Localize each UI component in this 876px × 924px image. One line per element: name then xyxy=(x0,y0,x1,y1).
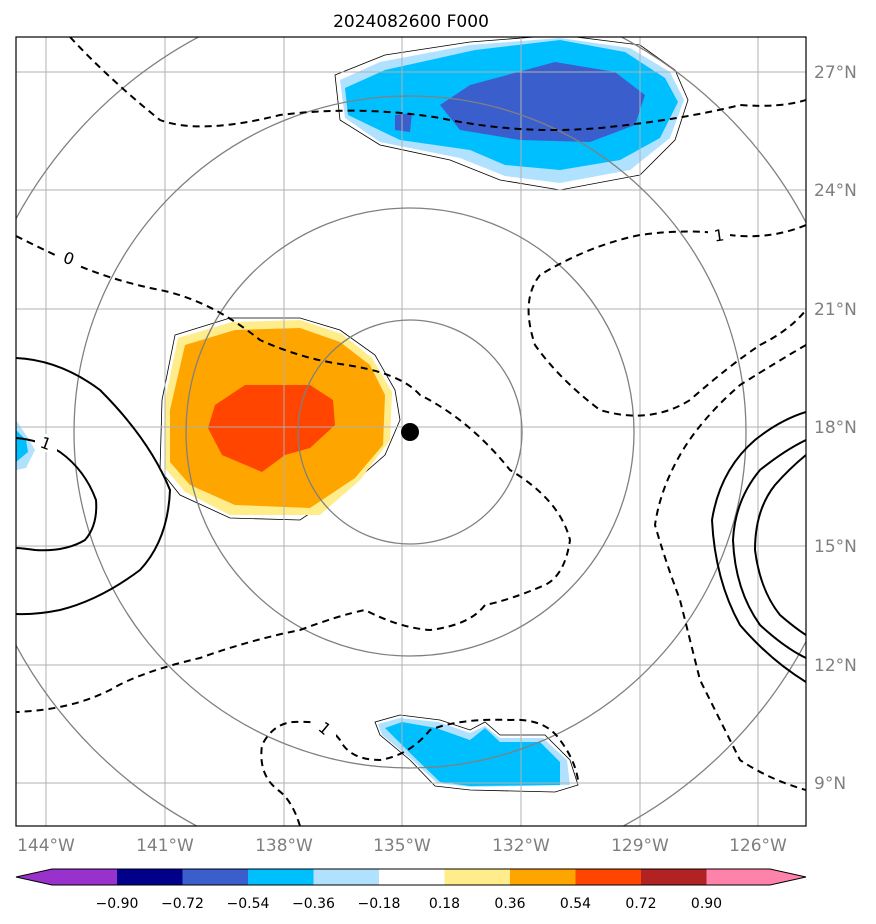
colorbar-segment-4 xyxy=(313,869,379,885)
lat-label-15n: 15°N xyxy=(814,537,857,557)
colorbar-segment-1 xyxy=(117,869,183,885)
map-title: 2024082600 F000 xyxy=(333,12,489,32)
lat-label-27n: 27°N xyxy=(814,63,857,83)
lat-label-24n: 24°N xyxy=(814,181,857,201)
map-frame xyxy=(15,36,807,827)
colorbar-tick-label: −0.72 xyxy=(161,896,204,912)
lon-label-129w: 129°W xyxy=(611,836,669,856)
longitude-labels: 144°W 141°W 138°W 135°W 132°W 129°W 126°… xyxy=(17,836,787,856)
map-area: 0 1 1 1 xyxy=(16,37,806,826)
colorbar-segment-9 xyxy=(641,869,707,885)
lon-label-132w: 132°W xyxy=(492,836,550,856)
colorbar-tick-label: −0.36 xyxy=(292,896,335,912)
colorbar-segment-8 xyxy=(575,869,641,885)
lat-label-21n: 21°N xyxy=(814,300,857,320)
colorbar-outline xyxy=(15,868,807,886)
shaded-field-positive-west xyxy=(159,317,401,521)
dashed-contours xyxy=(16,37,806,826)
lon-label-126w: 126°W xyxy=(729,836,787,856)
lon-label-135w: 135°W xyxy=(373,836,431,856)
colorbar: −0.90 −0.72 −0.54 −0.36 −0.18 0.18 0.36 … xyxy=(15,868,807,912)
colorbar-segment-3 xyxy=(248,869,314,885)
colorbar-tick-label: 0.90 xyxy=(691,896,722,912)
range-rings xyxy=(16,37,806,826)
lon-label-144w: 144°W xyxy=(17,836,75,856)
colorbar-segment-7 xyxy=(510,869,576,885)
colorbar-segment-6 xyxy=(444,869,510,885)
solid-contours xyxy=(16,357,806,683)
colorbar-tick-label: −0.18 xyxy=(358,896,401,912)
colorbar-tick-label: 0.36 xyxy=(494,896,525,912)
latitude-labels: 27°N 24°N 21°N 18°N 15°N 12°N 9°N xyxy=(814,63,857,794)
contour-label-1-east: 1 xyxy=(713,225,726,245)
colorbar-tick-label: −0.54 xyxy=(227,896,270,912)
colorbar-tick-label: −0.90 xyxy=(96,896,139,912)
colorbar-tick-label: 0.72 xyxy=(625,896,656,912)
lat-label-12n: 12°N xyxy=(814,656,857,676)
colorbar-tick-label: 0.18 xyxy=(429,896,460,912)
colorbar-tick-labels: −0.90 −0.72 −0.54 −0.36 −0.18 0.18 0.36 … xyxy=(96,896,723,912)
colorbar-segment-5 xyxy=(379,869,445,885)
lon-label-141w: 141°W xyxy=(136,836,194,856)
colorbar-tick-label: 0.54 xyxy=(560,896,591,912)
shaded-field-negative-south xyxy=(374,714,579,793)
lat-label-18n: 18°N xyxy=(814,418,857,438)
lat-label-9n: 9°N xyxy=(814,774,846,794)
colorbar-segment-2 xyxy=(182,869,248,885)
colorbar-segment-10 xyxy=(706,869,806,885)
lon-label-138w: 138°W xyxy=(255,836,313,856)
storm-center-marker xyxy=(401,423,419,441)
colorbar-segment-0 xyxy=(16,869,117,885)
contour-labels: 0 1 1 1 xyxy=(35,225,730,739)
